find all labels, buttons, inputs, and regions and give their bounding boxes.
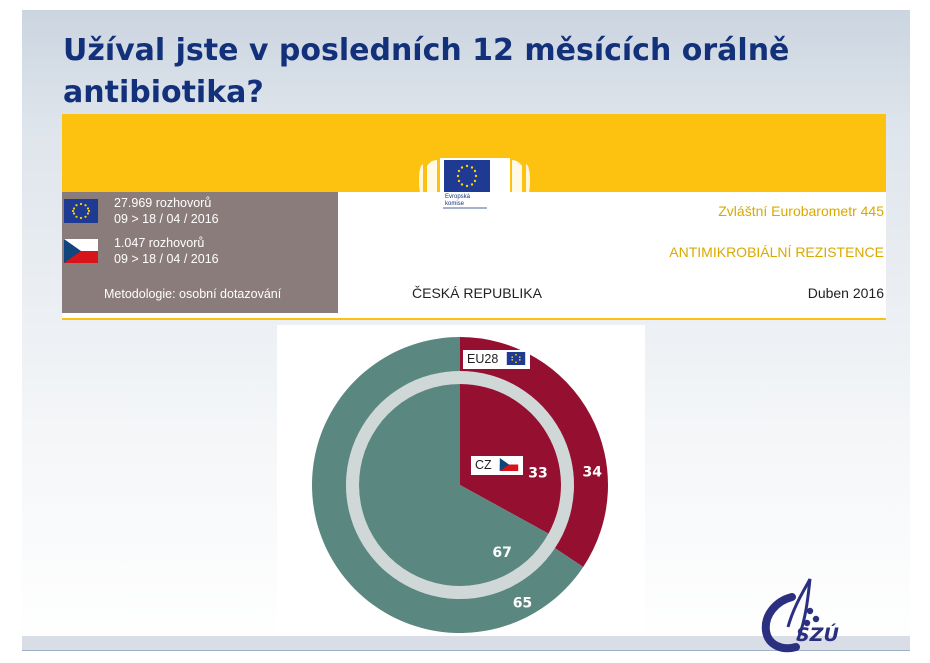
footer-bar — [22, 636, 910, 650]
european-commission-logo — [419, 158, 530, 209]
eu-survey-dates: 09 > 18 / 04 / 2016 — [114, 212, 219, 226]
survey-meta-panel: 27.969 rozhovorů 09 > 18 / 04 / 2016 1.0… — [62, 192, 338, 313]
pie-label-inner-1: 67 — [492, 545, 511, 561]
footer-rule — [22, 650, 910, 651]
legend-cz: CZ — [471, 456, 524, 475]
pie-slice-outer-0 — [460, 337, 608, 567]
eu-flag-small-icon — [506, 352, 525, 365]
banner-bottom-line — [62, 318, 886, 320]
ec-logo-line1: Evropská — [445, 194, 471, 200]
szu-logo: SZÚ — [761, 578, 839, 653]
eu-flag-icon — [64, 199, 98, 223]
donut-chart: 34 65 33 67 — [312, 337, 608, 633]
survey-name: Zvláštní Eurobarometr 445 — [718, 203, 884, 219]
pie-label-outer-1: 65 — [513, 595, 532, 611]
legend-eu28: EU28 — [463, 350, 530, 369]
survey-date: Duben 2016 — [807, 285, 884, 301]
eurobarometer-banner: 27.969 rozhovorů 09 > 18 / 04 / 2016 1.0… — [62, 114, 886, 320]
country-name: ČESKÁ REPUBLIKA — [412, 285, 542, 301]
legend-cz-label: CZ — [475, 458, 492, 472]
cz-survey-dates: 09 > 18 / 04 / 2016 — [114, 252, 219, 266]
cz-flag-icon — [64, 239, 98, 263]
ring-separator — [346, 371, 574, 599]
eu-interview-count: 27.969 rozhovorů — [114, 196, 212, 210]
ec-logo-caption: Evropská komise — [445, 194, 470, 208]
survey-topic: ANTIMIKROBIÁLNÍ REZISTENCE — [669, 244, 884, 260]
methodology-text: Metodologie: osobní dotazování — [104, 287, 282, 301]
legend-eu28-label: EU28 — [467, 352, 499, 366]
cz-flag-small-icon — [499, 458, 519, 471]
pie-label-outer-0: 34 — [583, 464, 603, 480]
page-title: Užíval jste v posledních 12 měsících orá… — [63, 33, 790, 110]
szu-logo-text: SZÚ — [796, 622, 839, 646]
ec-logo-line2: komise — [445, 201, 465, 207]
pie-slice-inner-1 — [359, 384, 549, 586]
chart-panel: 34 65 33 67 EU28 CZ — [277, 325, 645, 633]
cz-interview-count: 1.047 rozhovorů — [114, 236, 205, 250]
pie-label-inner-0: 33 — [528, 465, 547, 481]
